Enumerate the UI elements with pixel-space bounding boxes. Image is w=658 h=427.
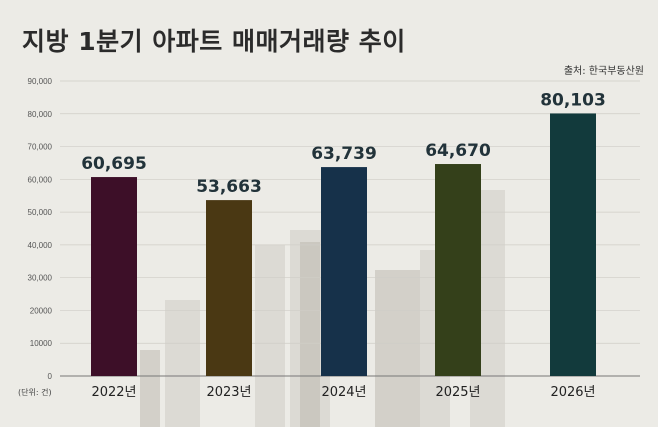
data-label: 63,739: [311, 144, 377, 164]
x-tick-label: 2024년: [321, 385, 366, 400]
y-tick-label: 80,000: [28, 110, 53, 119]
data-label: 53,663: [196, 177, 262, 197]
source-note: 출처: 한국부동산원: [563, 66, 644, 77]
unit-label: (단위: 건): [18, 388, 52, 397]
bar: [550, 113, 596, 376]
y-tick-label: 10000: [30, 339, 53, 348]
data-label: 80,103: [540, 90, 606, 110]
background-buildings: [140, 190, 505, 427]
y-tick-label: 90,000: [28, 77, 53, 86]
y-tick-label: 40,000: [28, 241, 53, 250]
bar: [321, 167, 367, 376]
bar: [435, 164, 481, 376]
x-tick-label: 2022년: [91, 385, 136, 400]
y-tick-label: 70,000: [28, 143, 53, 152]
bars: [91, 113, 596, 376]
y-tick-label: 50,000: [28, 208, 53, 217]
y-tick-label: 30,000: [28, 274, 53, 283]
x-tick-label: 2023년: [206, 385, 251, 400]
bar: [206, 200, 252, 376]
bar: [91, 177, 137, 376]
y-tick-label: 0: [48, 372, 53, 381]
chart-title: 지방 1분기 아파트 매매거래량 추이: [22, 27, 406, 56]
data-label: 60,695: [81, 154, 147, 174]
y-tick-label: 60,000: [28, 175, 53, 184]
x-axis: 2022년 2023년 2024년 2025년 2026년: [91, 385, 595, 400]
x-tick-label: 2026년: [550, 385, 595, 400]
data-labels: 60,695 53,663 63,739 64,670 80,103: [81, 90, 606, 197]
data-label: 64,670: [425, 141, 491, 161]
x-tick-label: 2025년: [435, 385, 480, 400]
y-axis: 0 10000 20000 30,000 40,000 50,000 60,000 70,00…: [28, 77, 53, 381]
y-tick-label: 20000: [30, 306, 53, 315]
